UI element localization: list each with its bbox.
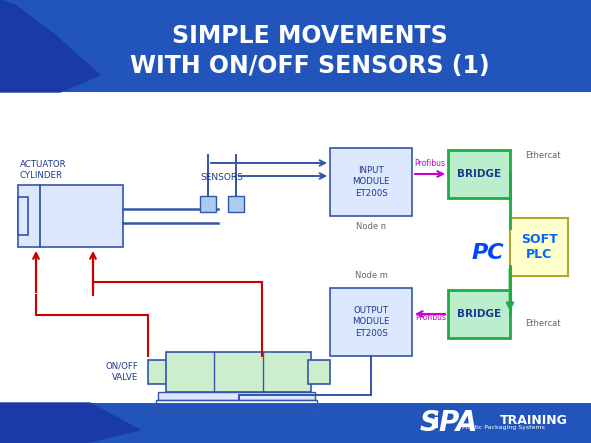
Polygon shape [0, 0, 100, 92]
Text: WITH ON/OFF SENSORS (1): WITH ON/OFF SENSORS (1) [130, 54, 490, 78]
Bar [18, 197, 28, 235]
Text: Node n: Node n [356, 222, 386, 230]
Bar [156, 400, 317, 412]
Text: OUTPUT
MODULE
ET200S: OUTPUT MODULE ET200S [352, 306, 389, 338]
Text: Ethercat: Ethercat [525, 319, 560, 328]
Bar [148, 360, 170, 384]
Text: Profibus: Profibus [414, 159, 445, 168]
Text: Node m: Node m [355, 272, 388, 280]
Bar [200, 196, 216, 212]
Text: BRIDGE: BRIDGE [457, 169, 501, 179]
Text: PA: PA [438, 409, 478, 437]
Polygon shape [0, 403, 140, 443]
Bar [166, 352, 311, 392]
Text: BRIDGE: BRIDGE [457, 309, 501, 319]
Text: ACTUATOR
CYLINDER: ACTUATOR CYLINDER [20, 160, 67, 180]
Bar [18, 185, 123, 247]
Text: INPUT
MODULE
ET200S: INPUT MODULE ET200S [352, 166, 389, 198]
Bar [158, 392, 315, 400]
Text: SOFT
PLC: SOFT PLC [521, 233, 557, 261]
Bar [308, 360, 330, 384]
Bar [0, 0, 591, 92]
Bar [0, 403, 591, 443]
Text: i: i [432, 413, 439, 432]
Bar [330, 148, 412, 216]
Text: S: S [420, 409, 440, 437]
Bar [448, 290, 510, 338]
Text: Plastic Packaging Systems: Plastic Packaging Systems [462, 425, 545, 431]
Bar [228, 196, 244, 212]
Bar [330, 288, 412, 356]
Text: Ethercat: Ethercat [525, 151, 560, 160]
Text: SENSORS: SENSORS [200, 174, 243, 183]
Text: ON/OFF
VALVE: ON/OFF VALVE [105, 362, 138, 382]
Text: Profibus: Profibus [415, 313, 446, 322]
Text: PC: PC [472, 243, 504, 263]
Bar [510, 218, 568, 276]
Bar [448, 150, 510, 198]
Text: SIMPLE MOVEMENTS: SIMPLE MOVEMENTS [172, 24, 448, 48]
Text: TRAINING: TRAINING [500, 415, 568, 427]
